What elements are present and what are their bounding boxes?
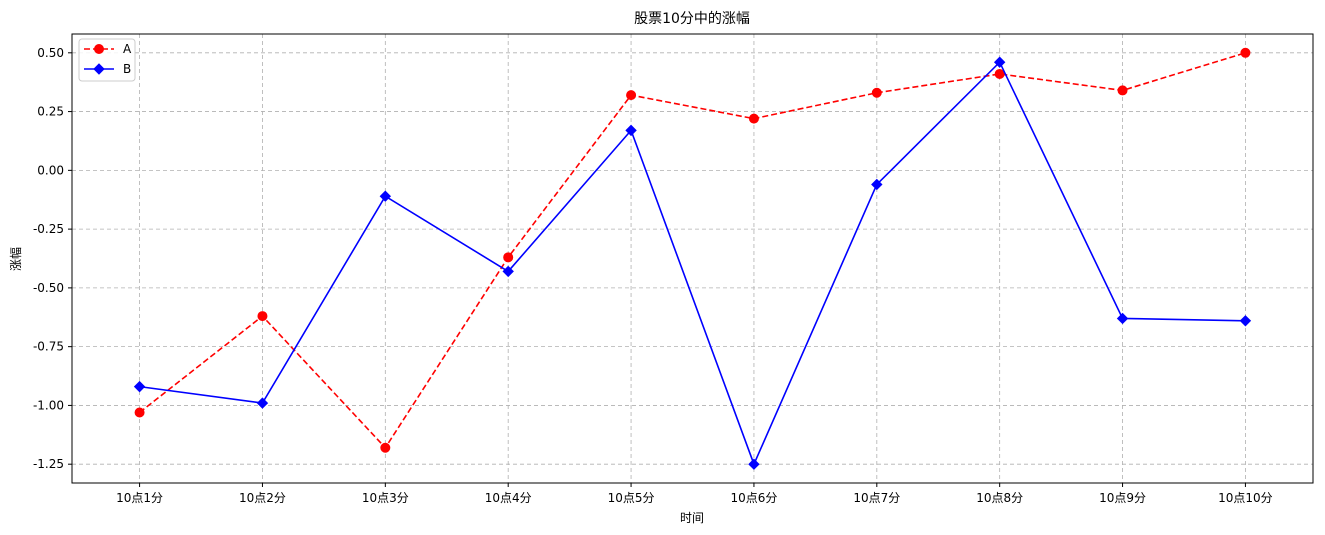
series-group [133,47,1252,470]
x-tick-label: 10点4分 [485,491,532,505]
series-line-a [139,52,1246,450]
y-axis-ticks: -1.25 -1.00 -0.75 -0.50 -0.25 0.00 0.25 0.50 [33,46,72,471]
data-point-b [871,178,883,191]
x-axis-ticks: 10点1分 10点2分 10点3分 10点4分 10点5分 10点6分 10点7分 10点8分… [116,483,1273,505]
data-point-a [134,407,145,418]
x-tick-label: 10点2分 [239,491,286,505]
y-tick-label: -1.25 [33,457,64,471]
data-point-b [625,124,637,137]
legend-entry-a: A [84,42,132,56]
data-point-b [133,380,146,393]
grid [72,34,1313,483]
data-point-a [626,90,637,101]
data-point-a [1240,47,1251,58]
x-tick-label: 10点3分 [362,491,409,505]
series-line-b [139,60,1246,467]
x-tick-label: 10点1分 [116,491,163,505]
y-tick-label: 0.50 [37,46,64,60]
data-point-b [256,397,269,409]
data-point-a [1117,85,1128,96]
y-axis-label: 涨幅 [8,247,23,271]
legend-entry-b: B [84,62,131,76]
data-point-a [503,252,514,263]
legend-label-a: A [123,42,132,56]
x-tick-label: 10点8分 [976,491,1023,505]
axes [71,33,1314,484]
y-tick-label: -0.50 [33,281,64,295]
series-a [134,47,1251,453]
data-point-b [379,190,392,202]
y-tick-label: -1.00 [33,398,64,412]
data-point-b [748,458,760,470]
data-point-a [994,68,1005,79]
legend-marker-b [93,63,105,75]
legend: A B [78,38,136,82]
data-point-a [871,87,882,98]
data-point-b [1239,315,1252,327]
x-tick-label: 10点9分 [1099,491,1146,505]
data-point-a [380,442,391,453]
series-b [133,56,1252,470]
data-point-a [748,113,759,124]
y-tick-label: -0.25 [33,222,64,236]
data-point-a [257,311,268,322]
chart-title: 股票10分中的涨幅 [634,11,750,27]
y-tick-label: 0.25 [37,105,64,119]
plot-frame [71,33,1314,484]
x-axis-label: 时间 [680,511,704,525]
data-point-b [502,265,514,278]
legend-label-b: B [123,62,131,76]
y-tick-label: 0.00 [37,163,64,177]
x-tick-label: 10点6分 [730,491,777,505]
data-point-b [1116,312,1129,325]
y-tick-label: -0.75 [33,340,64,354]
x-tick-label: 10点7分 [853,491,900,505]
x-tick-label: 10点10分 [1218,491,1273,505]
x-tick-label: 10点5分 [608,491,655,505]
legend-marker-a [94,44,104,54]
data-point-b [993,56,1006,68]
